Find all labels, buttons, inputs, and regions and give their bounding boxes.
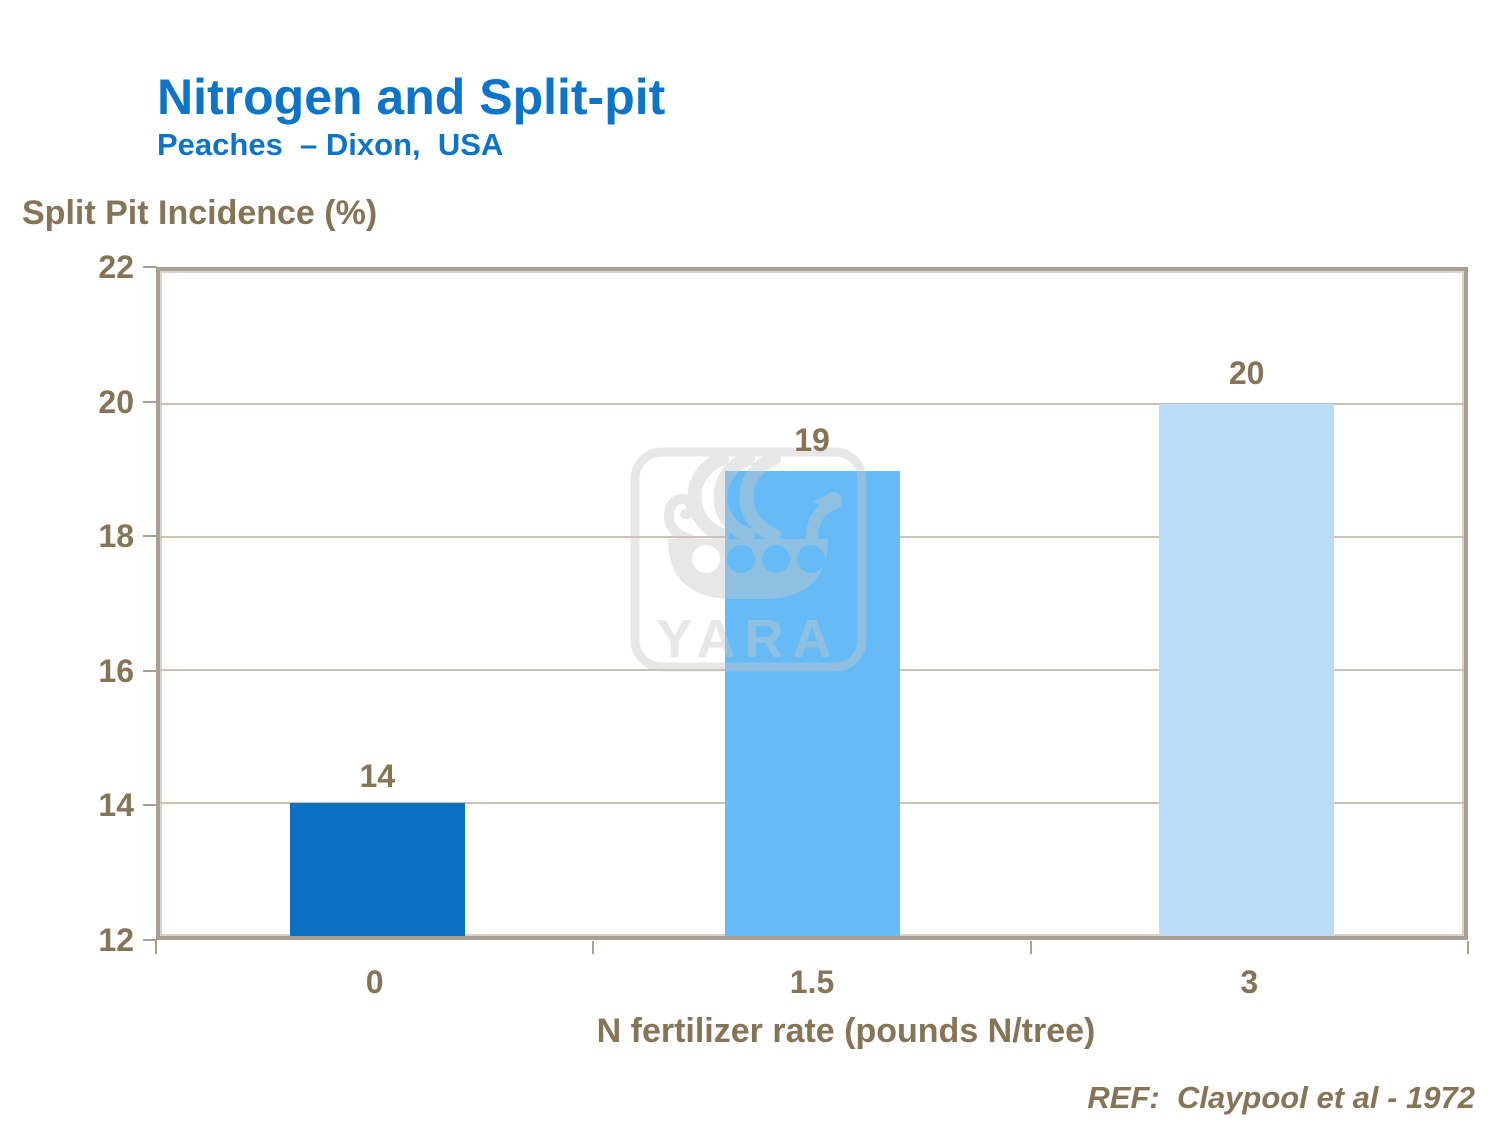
y-tick-label: 22 — [98, 249, 134, 285]
y-tick-mark — [143, 535, 157, 538]
y-tick-mark — [143, 400, 157, 403]
y-tick-mark — [143, 939, 157, 941]
y-tick-label: 14 — [98, 787, 134, 824]
y-axis-title: Split Pit Incidence (%) — [22, 194, 378, 232]
x-tick-mark — [592, 941, 595, 954]
x-tick-mark — [1029, 941, 1032, 954]
bar-value-label: 19 — [794, 421, 830, 458]
x-category-label: 0 — [365, 964, 384, 1000]
bar-value-label: 20 — [1228, 354, 1265, 391]
yara-watermark-logo: YARA — [630, 447, 867, 672]
y-tick-label: 12 — [98, 922, 134, 958]
y-tick-label: 16 — [98, 652, 134, 689]
bar-1.5 — [724, 470, 900, 936]
x-tick-mark — [155, 941, 157, 954]
yara-watermark-text: YARA — [656, 609, 840, 669]
y-tick-mark — [143, 804, 157, 807]
slide-subtitle: Peaches – Dixon, USA — [157, 127, 504, 162]
x-category-label: 3 — [1240, 964, 1259, 1000]
bar-0 — [289, 803, 465, 936]
x-tick-mark — [1467, 941, 1469, 954]
x-axis-title: N fertilizer rate (pounds N/tree) — [596, 1012, 1096, 1050]
slide-title: Nitrogen and Split-pit — [157, 69, 666, 125]
viking-ship-icon: YARA — [630, 447, 867, 672]
reference-text: REF: Claypool et al - 1972 — [1087, 1080, 1475, 1115]
y-tick-mark — [143, 266, 157, 268]
y-tick-label: 18 — [98, 518, 134, 555]
x-category-label: 1.5 — [789, 964, 835, 1000]
plot-area — [156, 267, 1468, 940]
y-tick-label: 20 — [98, 383, 134, 420]
bar-3 — [1159, 404, 1335, 936]
gridline — [160, 403, 1464, 405]
bar-value-label: 14 — [359, 758, 396, 795]
y-tick-mark — [143, 669, 157, 672]
